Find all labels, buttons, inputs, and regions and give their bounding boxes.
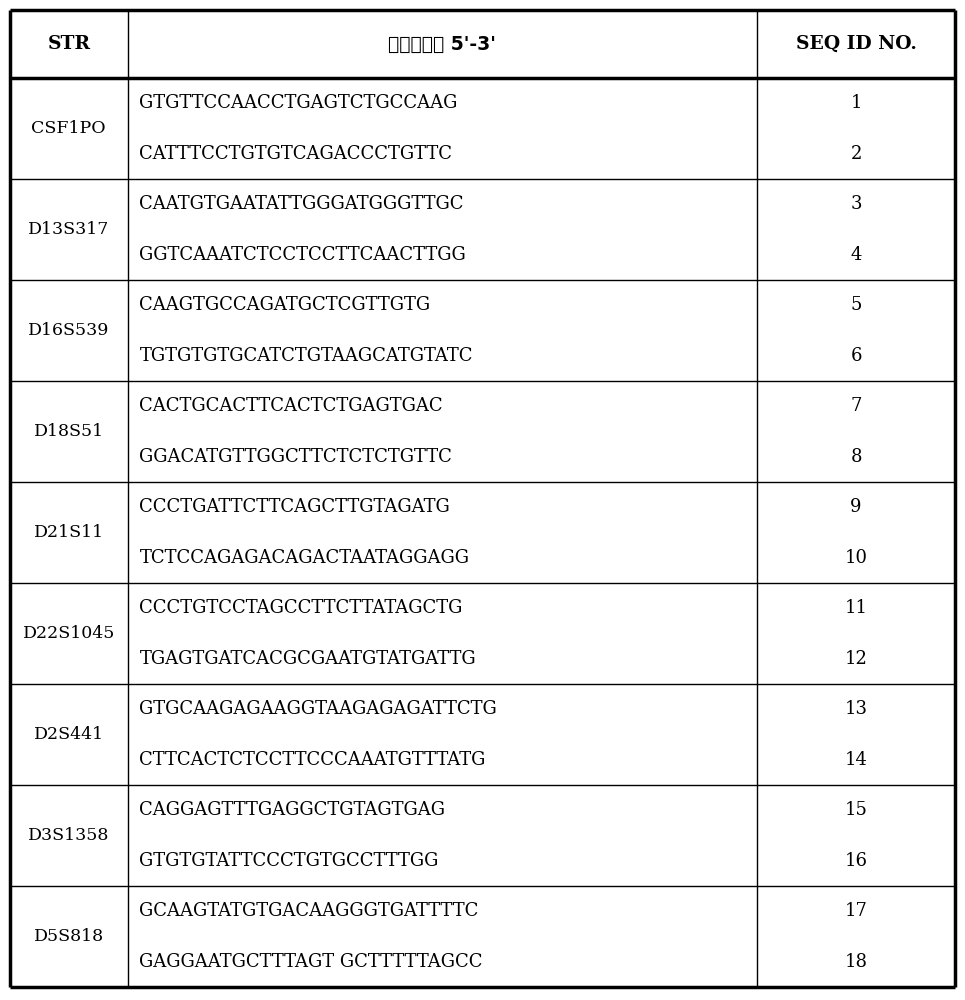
Text: 15: 15 [844, 801, 868, 819]
Text: D3S1358: D3S1358 [28, 827, 109, 844]
Text: TGTGTGTGCATCTGTAAGCATGTATC: TGTGTGTGCATCTGTAAGCATGTATC [140, 347, 473, 365]
Text: 16: 16 [844, 852, 868, 870]
Text: D21S11: D21S11 [34, 524, 104, 541]
Text: TCTCCAGAGACAGACTAATAGGAGG: TCTCCAGAGACAGACTAATAGGAGG [140, 549, 469, 567]
Text: 1: 1 [850, 94, 862, 112]
Text: D18S51: D18S51 [34, 423, 104, 440]
Text: 引物对序列 5'-3': 引物对序列 5'-3' [388, 34, 496, 53]
Text: CSF1PO: CSF1PO [32, 120, 106, 137]
Text: CAATGTGAATATTGGGATGGGTTGC: CAATGTGAATATTGGGATGGGTTGC [140, 195, 464, 213]
Text: 18: 18 [844, 953, 868, 971]
Text: CCCTGTCCTAGCCTTCTTATAGCTG: CCCTGTCCTAGCCTTCTTATAGCTG [140, 599, 463, 617]
Text: CCCTGATTCTTCAGCTTGTAGATG: CCCTGATTCTTCAGCTTGTAGATG [140, 498, 451, 516]
Text: GCAAGTATGTGACAAGGGTGATTTTC: GCAAGTATGTGACAAGGGTGATTTTC [140, 902, 479, 920]
Text: 3: 3 [850, 195, 862, 213]
Text: SEQ ID NO.: SEQ ID NO. [795, 35, 917, 53]
Text: D16S539: D16S539 [28, 322, 109, 339]
Text: 4: 4 [850, 246, 862, 264]
Text: D22S1045: D22S1045 [22, 625, 115, 642]
Text: GTGCAAGAGAAGGTAAGAGAGATTCTG: GTGCAAGAGAAGGTAAGAGAGATTCTG [140, 700, 497, 718]
Text: 6: 6 [850, 347, 862, 365]
Text: GTGTGTATTCCCTGTGCCTTTGG: GTGTGTATTCCCTGTGCCTTTGG [140, 852, 439, 870]
Text: CAGGAGTTTGAGGCTGTAGTGAG: CAGGAGTTTGAGGCTGTAGTGAG [140, 801, 446, 819]
Text: STR: STR [47, 35, 91, 53]
Text: 8: 8 [850, 448, 862, 466]
Text: 9: 9 [850, 498, 862, 516]
Text: D13S317: D13S317 [28, 221, 109, 238]
Text: 5: 5 [850, 296, 862, 314]
Text: 17: 17 [844, 902, 868, 920]
Text: 14: 14 [844, 751, 868, 769]
Text: 12: 12 [844, 650, 868, 668]
Text: GTGTTCCAACCTGAGTCTGCCAAG: GTGTTCCAACCTGAGTCTGCCAAG [140, 94, 457, 112]
Text: 7: 7 [850, 397, 862, 415]
Text: CATTTCCTGTGTCAGACCCTGTTC: CATTTCCTGTGTCAGACCCTGTTC [140, 145, 453, 163]
Text: CACTGCACTTCACTCTGAGTGAC: CACTGCACTTCACTCTGAGTGAC [140, 397, 443, 415]
Text: D5S818: D5S818 [34, 928, 104, 945]
Text: CTTCACTCTCCTTCCCAAATGTTTATG: CTTCACTCTCCTTCCCAAATGTTTATG [140, 751, 485, 769]
Text: 10: 10 [844, 549, 868, 567]
Text: TGAGTGATCACGCGAATGTATGATTG: TGAGTGATCACGCGAATGTATGATTG [140, 650, 476, 668]
Text: 2: 2 [850, 145, 862, 163]
Text: 11: 11 [844, 599, 868, 617]
Text: GGTCAAATCTCCTCCTTCAACTTGG: GGTCAAATCTCCTCCTTCAACTTGG [140, 246, 466, 264]
Text: 13: 13 [844, 700, 868, 718]
Text: CAAGTGCCAGATGCTCGTTGTG: CAAGTGCCAGATGCTCGTTGTG [140, 296, 430, 314]
Text: D2S441: D2S441 [34, 726, 104, 743]
Text: GAGGAATGCTTTAGT GCTTTTTAGCC: GAGGAATGCTTTAGT GCTTTTTAGCC [140, 953, 482, 971]
Text: GGACATGTTGGCTTCTCTCTGTTC: GGACATGTTGGCTTCTCTCTGTTC [140, 448, 453, 466]
